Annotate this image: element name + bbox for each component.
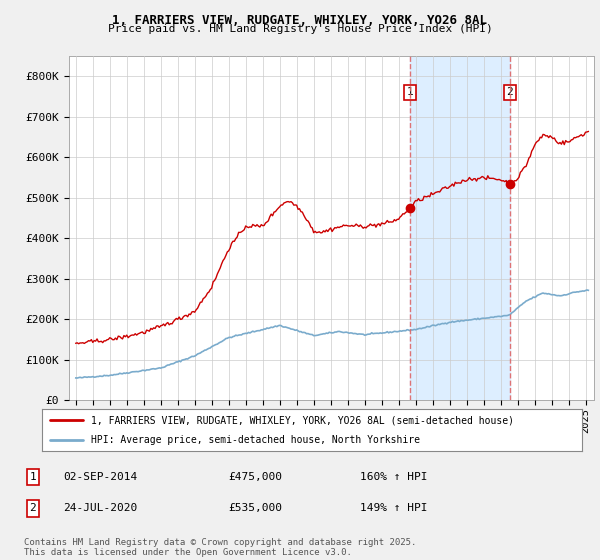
- Text: HPI: Average price, semi-detached house, North Yorkshire: HPI: Average price, semi-detached house,…: [91, 435, 419, 445]
- Text: £475,000: £475,000: [228, 472, 282, 482]
- Text: 149% ↑ HPI: 149% ↑ HPI: [360, 503, 427, 514]
- Bar: [410, 56, 510, 400]
- Text: 24-JUL-2020: 24-JUL-2020: [63, 503, 137, 514]
- Text: Contains HM Land Registry data © Crown copyright and database right 2025.
This d: Contains HM Land Registry data © Crown c…: [24, 538, 416, 557]
- Text: 1, FARRIERS VIEW, RUDGATE, WHIXLEY, YORK, YO26 8AL: 1, FARRIERS VIEW, RUDGATE, WHIXLEY, YORK…: [113, 14, 487, 27]
- Text: 1: 1: [29, 472, 37, 482]
- Text: 160% ↑ HPI: 160% ↑ HPI: [360, 472, 427, 482]
- Text: 1, FARRIERS VIEW, RUDGATE, WHIXLEY, YORK, YO26 8AL (semi-detached house): 1, FARRIERS VIEW, RUDGATE, WHIXLEY, YORK…: [91, 415, 514, 425]
- Text: 1: 1: [407, 87, 413, 97]
- Text: 02-SEP-2014: 02-SEP-2014: [63, 472, 137, 482]
- Text: Price paid vs. HM Land Registry's House Price Index (HPI): Price paid vs. HM Land Registry's House …: [107, 24, 493, 34]
- Text: £535,000: £535,000: [228, 503, 282, 514]
- Text: 2: 2: [29, 503, 37, 514]
- Text: 2: 2: [506, 87, 513, 97]
